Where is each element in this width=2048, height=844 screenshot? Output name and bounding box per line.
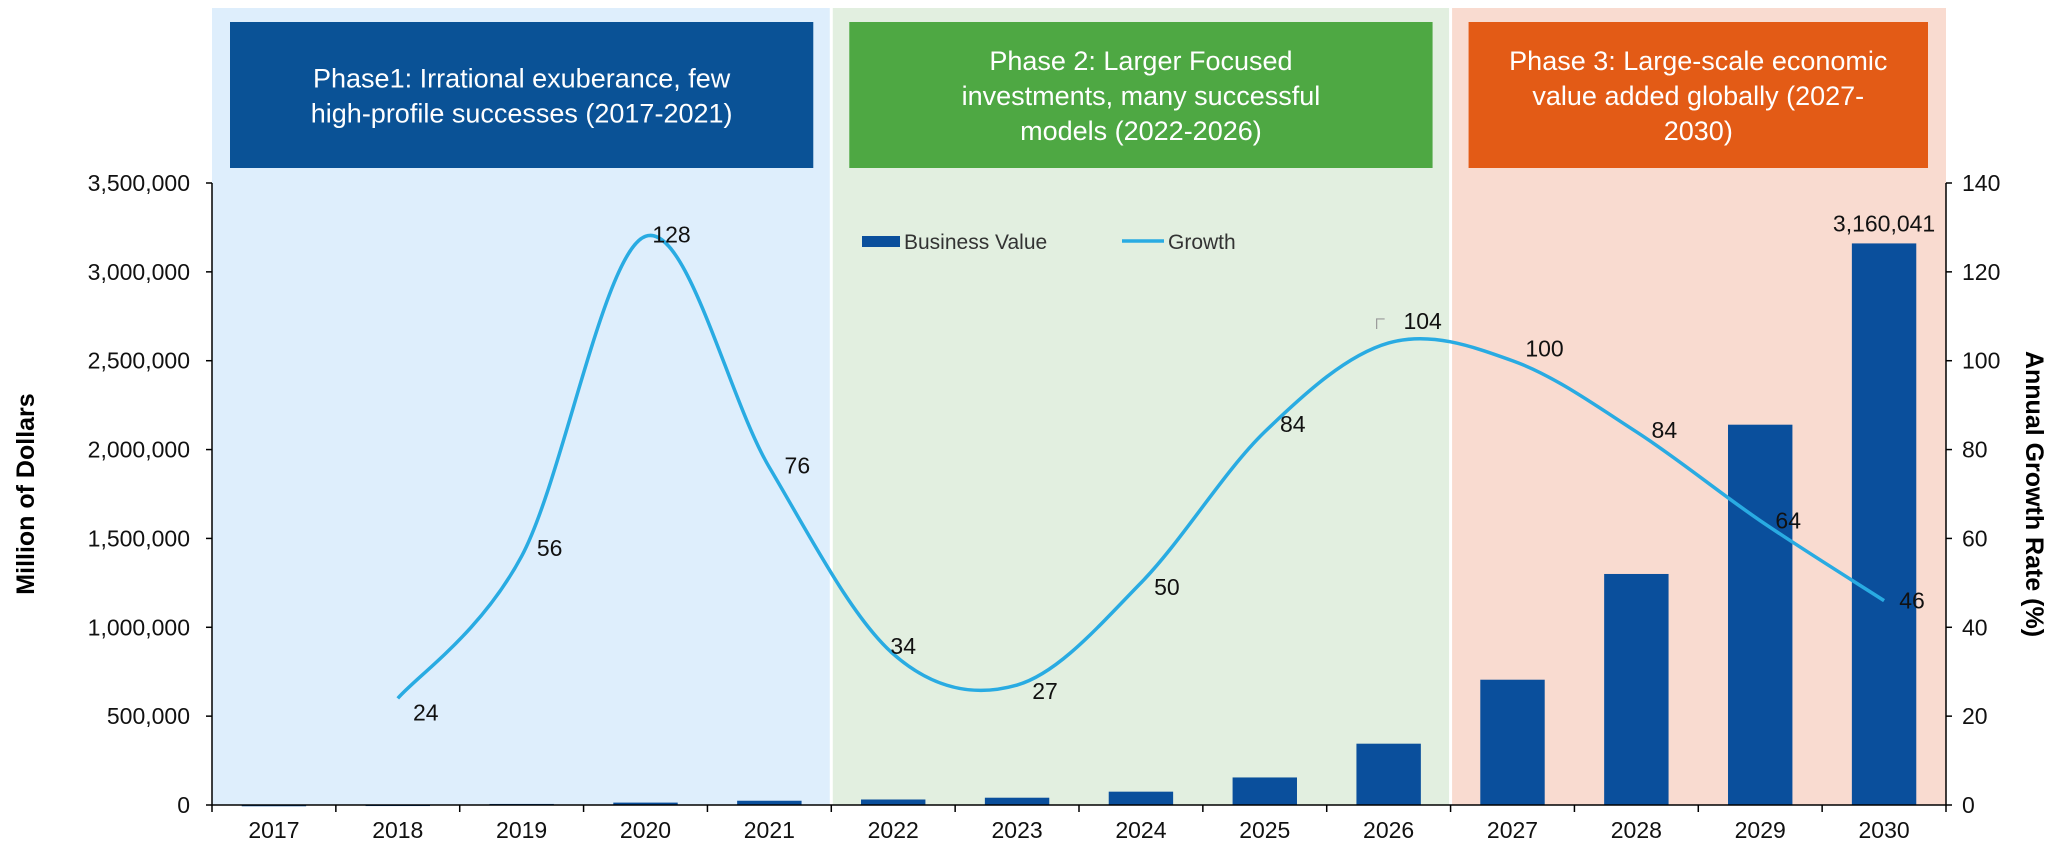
growth-line [396, 233, 1886, 700]
y-tick-label: 0 [177, 792, 190, 818]
y-axis-title: Million of Dollars [12, 393, 40, 594]
y-tick-label: 1,000,000 [88, 614, 190, 640]
x-tick-label: 2028 [1611, 817, 1662, 843]
phase-title-line: investments, many successful [962, 81, 1321, 111]
y2-tick-label: 100 [1962, 348, 2000, 374]
y-tick-label: 3,500,000 [88, 170, 190, 196]
bar-2024 [1108, 791, 1174, 805]
bar-labels: 3,160,041 [1833, 210, 1935, 236]
phase-title-line: Phase 2: Larger Focused [989, 46, 1292, 76]
y2-tick-label: 40 [1962, 614, 1988, 640]
growth-line-path [396, 233, 1886, 700]
growth-data-label: 50 [1154, 574, 1180, 600]
bar-2030 [1851, 243, 1917, 805]
growth-data-label: 46 [1899, 588, 1925, 614]
phase-boxes: Phase1: Irrational exuberance, few high-p… [230, 22, 1928, 168]
x-tick-label: 2021 [744, 817, 795, 843]
growth-data-label: 100 [1525, 336, 1563, 362]
x-tick-label: 2017 [248, 817, 299, 843]
growth-data-label: 24 [413, 699, 439, 725]
bar-2026 [1356, 743, 1421, 805]
y2-tick-label: 120 [1962, 259, 2000, 285]
bar-2023 [984, 797, 1050, 805]
x-tick-label: 2025 [1239, 817, 1290, 843]
y2-tick-label: 80 [1962, 437, 1988, 463]
growth-data-label: 56 [537, 535, 563, 561]
growth-data-label: 76 [785, 452, 811, 478]
bar-2020 [613, 802, 678, 805]
x-tick-label: 2019 [496, 817, 547, 843]
x-tick-label: 2018 [372, 817, 423, 843]
y-tick-label: 2,500,000 [88, 348, 190, 374]
x-tick-label: 2022 [868, 817, 919, 843]
phase-title-line: Phase 3: Large-scale economic [1509, 46, 1887, 76]
bar-data-label: 3,160,041 [1833, 210, 1935, 236]
bars [241, 243, 1917, 807]
growth-data-label: 128 [652, 221, 690, 247]
y-tick-label: 2,000,000 [88, 437, 190, 463]
growth-data-label: 104 [1403, 308, 1442, 334]
legend-bar-swatch [862, 236, 900, 247]
bar-2029 [1728, 424, 1793, 805]
bar-2027 [1480, 679, 1545, 805]
growth-data-label: 34 [890, 633, 916, 659]
y-tick-label: 500,000 [107, 703, 190, 729]
x-tick-label: 2029 [1735, 817, 1786, 843]
growth-data-label: 64 [1775, 508, 1801, 534]
phase-title-line: high-profile successes (2017-2021) [311, 99, 733, 129]
phase-box-3 [1468, 22, 1928, 168]
y-ticks-left: 0 500,000 1,000,000 1,500,000 2,000,000 2,500… [88, 170, 212, 818]
y2-tick-label: 60 [1962, 525, 1988, 551]
growth-data-label: 27 [1032, 678, 1058, 704]
y-tick-label: 3,000,000 [88, 259, 190, 285]
bar-2028 [1604, 573, 1669, 805]
phase-title-line: 2030) [1664, 116, 1733, 146]
growth-data-label: 84 [1652, 417, 1678, 443]
y2-tick-label: 140 [1962, 170, 2000, 196]
x-tick-label: 2024 [1115, 817, 1166, 843]
phase-box-1 [230, 22, 814, 168]
legend-bar-label: Business Value [904, 231, 1047, 254]
y2-tick-label: 20 [1962, 703, 1988, 729]
y2-tick-label: 0 [1962, 792, 1975, 818]
bar-2022 [861, 799, 926, 805]
x-ticks: 2017 2018 2019 2020 2021 2022 2023 2024 2025 2026… [211, 805, 1947, 843]
growth-labels: 24 56 128 76 34 27 50 84 104 100 84 64 46 [413, 221, 1925, 725]
x-tick-label: 2023 [991, 817, 1042, 843]
legend: Business Value Growth [862, 231, 1236, 254]
y-tick-label: 1,500,000 [88, 525, 190, 551]
phase-box-2 [849, 22, 1433, 168]
bar-2025 [1232, 777, 1297, 805]
legend-line-label: Growth [1168, 231, 1236, 254]
y2-axis-title: Annual Growth Rate (%) [2020, 351, 2048, 637]
x-tick-label: 2030 [1858, 817, 1909, 843]
x-tick-label: 2027 [1487, 817, 1538, 843]
growth-data-label: 84 [1280, 411, 1306, 437]
x-tick-label: 2020 [620, 817, 671, 843]
phase-title-line: models (2022-2026) [1020, 116, 1262, 146]
y-ticks-right: 0 20 40 60 80 100 120 140 [1946, 170, 2000, 818]
bar-2021 [737, 800, 802, 805]
phase-title-line: Phase1: Irrational exuberance, few [313, 64, 731, 94]
label-leader-line [1376, 318, 1385, 329]
phase-title-line: value added globally (2027- [1532, 81, 1864, 111]
x-tick-label: 2026 [1363, 817, 1414, 843]
